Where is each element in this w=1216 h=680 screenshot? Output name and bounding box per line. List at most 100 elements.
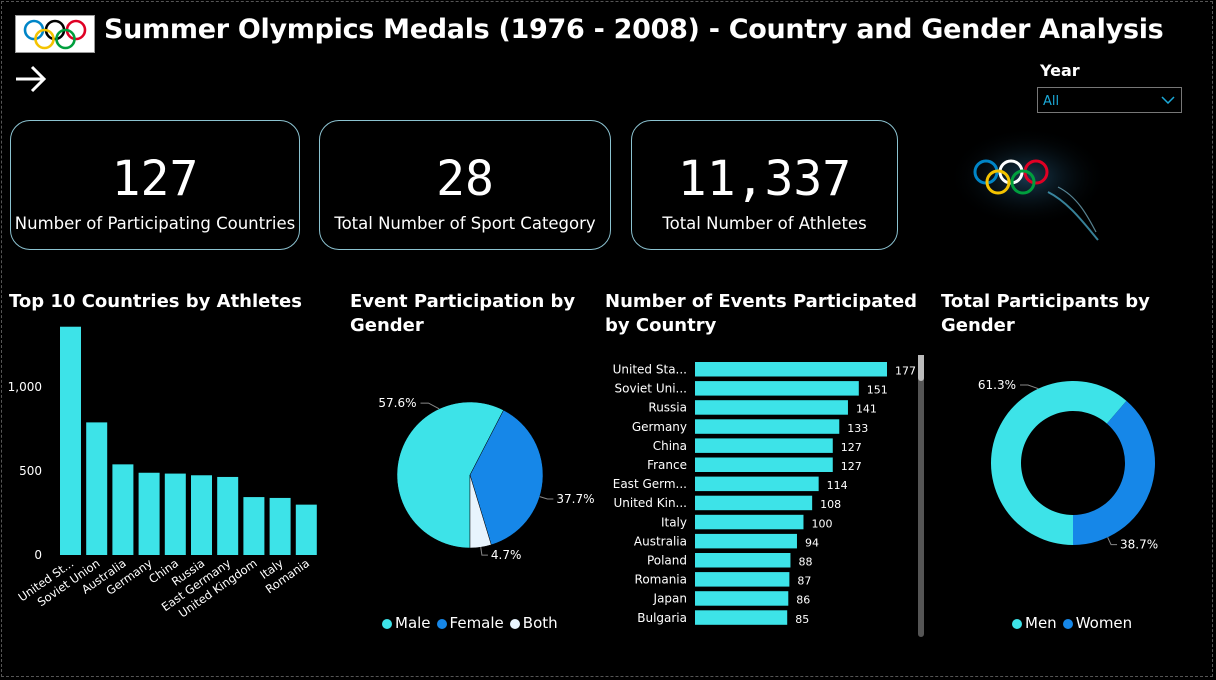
kpi-card-athletes: 11,337 Total Number of Athletes: [631, 120, 898, 250]
kpi-value: 28: [436, 151, 494, 207]
bar-1: [86, 422, 108, 555]
legend-dot: [1012, 618, 1022, 629]
data-label: 86: [796, 594, 810, 607]
data-label: 61.3%: [978, 378, 1016, 392]
bar-10: [695, 553, 791, 568]
olympic-logo: [15, 15, 95, 53]
bar-11: [695, 572, 790, 587]
data-label: 114: [827, 479, 848, 492]
bar-2: [695, 400, 848, 415]
donut-segment-women: [1073, 400, 1155, 545]
y-tick-label: United Sta...: [613, 363, 687, 377]
y-tick-label: China: [653, 439, 687, 453]
y-tick-label: Italy: [661, 515, 687, 529]
legend-item-both[interactable]: Both: [509, 614, 558, 632]
event-participation-pie-chart: 57.6% 37.7% 4.7%: [378, 396, 594, 562]
data-label: 37.7%: [556, 492, 594, 506]
legend-label: Women: [1075, 614, 1133, 632]
legend-item-men[interactable]: Men: [1012, 614, 1057, 632]
donut-segment-men: [991, 380, 1127, 545]
chevron-down-icon: [1161, 96, 1175, 104]
bar-8: [695, 514, 804, 530]
bar-5: [695, 457, 833, 472]
data-label: 108: [820, 498, 841, 511]
events-by-country-bar-chart: United Sta... 177 Soviet Uni... 151 Russia 14…: [613, 355, 924, 637]
y-tick-label: France: [647, 458, 687, 472]
bar-1: [695, 381, 859, 396]
legend-item-male[interactable]: Male: [382, 614, 431, 632]
data-label: 88: [798, 556, 812, 569]
bar-7: [695, 495, 813, 511]
bar-4: [164, 473, 186, 555]
page-title: Summer Olympics Medals (1976 - 2008) - C…: [104, 14, 1164, 45]
participants-gender-donut-chart: 61.3% 38.7%: [978, 378, 1158, 552]
kpi-card-countries: 127 Number of Participating Countries: [10, 120, 300, 250]
scrollbar-thumb: [918, 355, 924, 381]
participants-gender-legend: Men Women: [1012, 614, 1138, 632]
bar-8: [269, 497, 291, 555]
kpi-card-sports: 28 Total Number of Sport Category: [319, 120, 611, 250]
year-filter-label: Year: [1040, 61, 1080, 80]
y-tick-label: 0: [34, 548, 42, 562]
legend-dot: [436, 618, 447, 629]
bar-9: [295, 504, 317, 555]
y-tick-label: Soviet Uni...: [615, 382, 687, 396]
data-label: 94: [805, 536, 819, 549]
bar-7: [243, 497, 265, 555]
legend-item-female[interactable]: Female: [436, 614, 504, 632]
legend-label: Men: [1025, 614, 1057, 632]
legend-dot: [509, 618, 520, 629]
data-label: 100: [811, 517, 832, 530]
pie-slice-male: [396, 401, 504, 549]
bar-2: [112, 464, 134, 555]
scrollbar-track: [918, 355, 924, 637]
data-label: 127: [841, 441, 862, 454]
leader-line: [420, 402, 440, 410]
kpi-label: Total Number of Sport Category: [334, 214, 596, 233]
bar-3: [695, 419, 840, 434]
bar-6: [695, 476, 819, 492]
y-tick-label: Germany: [632, 420, 687, 434]
event-participation-legend: Male Female Both: [382, 614, 564, 632]
olympic-rings-image: [948, 127, 1108, 241]
legend-label: Both: [522, 614, 558, 632]
bar-13: [695, 610, 788, 625]
legend-label: Female: [449, 614, 504, 632]
chart-title-top-countries: Top 10 Countries by Athletes: [9, 291, 302, 312]
y-tick-label: East Germ...: [613, 477, 687, 491]
bar-9: [695, 533, 797, 549]
y-tick-label: Japan: [653, 592, 687, 606]
bar-0: [60, 326, 81, 555]
bar-12: [695, 591, 789, 606]
year-dropdown-value: All: [1043, 94, 1060, 109]
leader-line: [539, 496, 554, 500]
legend-dot: [382, 618, 392, 629]
data-label: 57.6%: [378, 396, 416, 410]
pie-slice-female: [469, 409, 544, 546]
data-label: 85: [795, 613, 809, 626]
y-tick-label: United Kin...: [614, 496, 688, 510]
leader-line: [1020, 384, 1039, 390]
chart-title-participants-gender: Total Participants by Gender: [941, 291, 1150, 336]
data-label: 87: [797, 575, 811, 588]
legend-item-women[interactable]: Women: [1062, 614, 1133, 632]
chart-title-events-by-country: Number of Events Participated by Country: [605, 291, 918, 336]
chart-title-event-participation: Event Participation by Gender: [350, 291, 576, 336]
data-label: 133: [847, 422, 868, 435]
kpi-value: 127: [111, 151, 199, 207]
leader-line: [480, 547, 488, 556]
bar-3: [138, 472, 160, 555]
y-tick-label: Poland: [647, 554, 687, 568]
legend-dot: [1062, 618, 1073, 629]
bar-6: [217, 476, 239, 555]
data-label: 151: [867, 384, 888, 397]
data-label: 177: [895, 365, 916, 378]
y-tick-label: 1,000: [8, 380, 42, 394]
y-tick-label: Russia: [648, 401, 687, 415]
year-dropdown[interactable]: All: [1037, 87, 1182, 113]
y-tick-label: Australia: [634, 534, 687, 548]
data-label: 141: [856, 403, 877, 416]
arrow-right-icon[interactable]: [14, 62, 48, 96]
